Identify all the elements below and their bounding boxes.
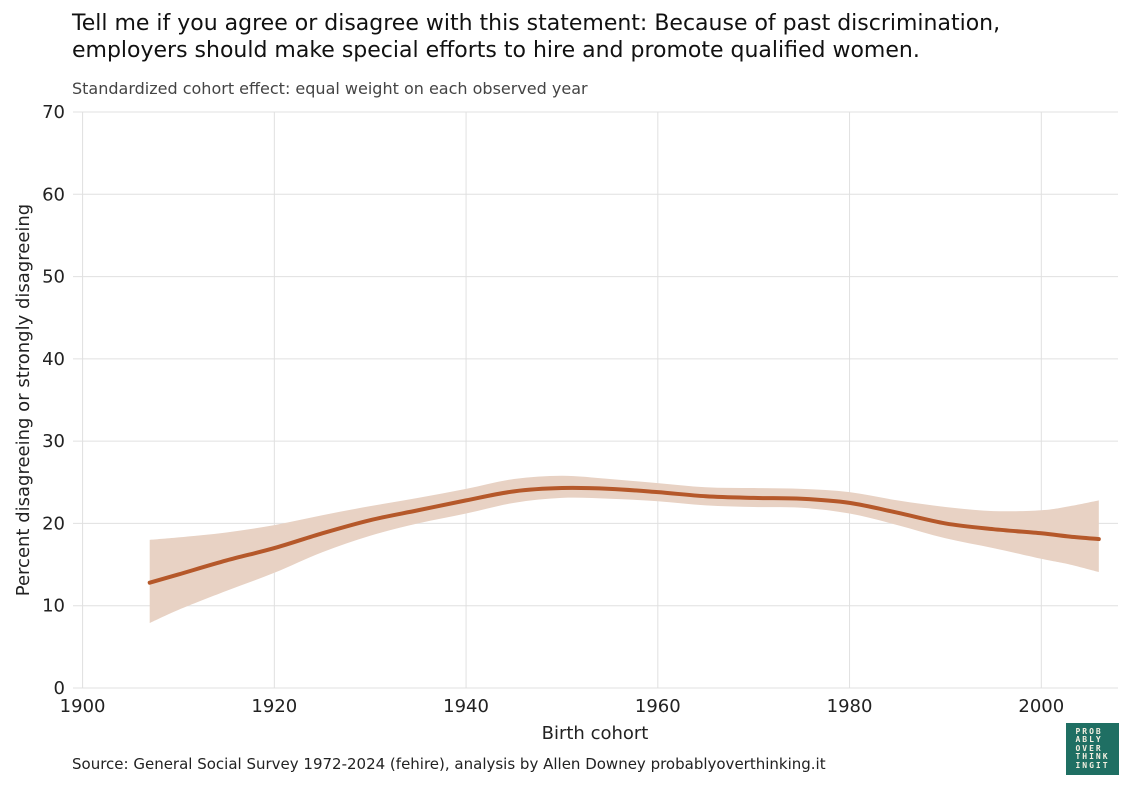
logo-text: PROB ABLY OVER THINK INGIT — [1075, 726, 1110, 770]
chart-title: Tell me if you agree or disagree with th… — [72, 11, 1001, 63]
y-tick-labels: 0 10 20 30 40 50 60 70 — [42, 102, 65, 699]
y-tick-60: 60 — [42, 184, 65, 205]
y-tick-30: 30 — [42, 431, 65, 452]
x-tick-1900: 1900 — [60, 696, 106, 717]
x-tick-1920: 1920 — [251, 696, 297, 717]
y-tick-40: 40 — [42, 349, 65, 370]
y-tick-50: 50 — [42, 267, 65, 288]
source-note: Source: General Social Survey 1972-2024 … — [72, 755, 826, 773]
series-line-group — [147, 485, 1101, 585]
y-axis-label: Percent disagreeing or strongly disagree… — [13, 204, 34, 596]
y-tick-0: 0 — [54, 678, 65, 699]
x-axis-label: Birth cohort — [542, 723, 649, 744]
probably-overthinking-logo: PROB ABLY OVER THINK INGIT — [1066, 723, 1119, 775]
chart-subtitle: Standardized cohort effect: equal weight… — [72, 79, 588, 98]
y-tick-20: 20 — [42, 513, 65, 534]
y-tick-70: 70 — [42, 102, 65, 123]
x-tick-1940: 1940 — [443, 696, 489, 717]
grid-lines — [73, 111, 1118, 689]
confidence-band — [149, 475, 1099, 623]
x-tick-2000: 2000 — [1018, 696, 1064, 717]
x-tick-labels: 1900 1920 1940 1960 1980 2000 — [60, 696, 1065, 717]
x-tick-1980: 1980 — [827, 696, 873, 717]
series-line — [147, 485, 1101, 585]
x-tick-1960: 1960 — [635, 696, 681, 717]
y-tick-10: 10 — [42, 596, 65, 617]
confidence-band-group — [149, 475, 1099, 623]
